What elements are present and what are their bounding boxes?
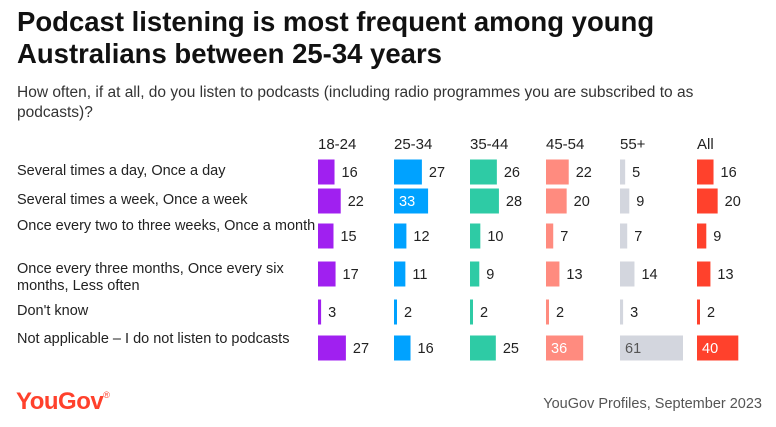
- value-label-s6-r4: 13: [717, 267, 733, 283]
- bar-s6-r3: [697, 223, 707, 249]
- bar-s3-r6: [470, 335, 496, 361]
- column-header-3: 35-44: [470, 136, 509, 153]
- value-label-s5-r4: 14: [641, 267, 657, 283]
- bar-s4-r4: [546, 261, 560, 287]
- bar-s1-r3: [318, 223, 334, 249]
- value-label-s3-r2: 28: [506, 194, 522, 210]
- value-label-s3-r5: 2: [480, 305, 488, 321]
- value-label-s1-r1: 16: [342, 165, 358, 181]
- bar-s1-r2: [318, 188, 341, 214]
- bar-s4-r2: [546, 188, 567, 214]
- yougov-logo: YouGov®: [16, 388, 110, 416]
- column-header-5: 55+: [620, 136, 646, 153]
- logo-text: YouGov: [16, 388, 104, 415]
- row-label-2: Several times a week, Once a week: [17, 192, 248, 208]
- bar-s5-r3: [620, 223, 628, 249]
- value-label-s2-r2: 33: [399, 194, 415, 210]
- row-label-5: Don't know: [17, 303, 89, 319]
- value-label-s2-r1: 27: [429, 165, 445, 181]
- bar-s2-r5: [394, 299, 397, 325]
- column-header-1: 18-24: [318, 136, 357, 153]
- value-label-s6-r3: 9: [713, 229, 721, 245]
- value-label-s3-r1: 26: [504, 165, 520, 181]
- value-label-s4-r3: 7: [560, 229, 568, 245]
- bar-s3-r4: [470, 261, 480, 287]
- value-label-s4-r1: 22: [576, 165, 592, 181]
- value-label-s1-r3: 15: [340, 229, 356, 245]
- bar-s2-r6: [394, 335, 411, 361]
- bar-s5-r2: [620, 188, 630, 214]
- value-label-s4-r5: 2: [556, 305, 564, 321]
- bar-s4-r1: [546, 159, 569, 185]
- bar-s6-r2: [697, 188, 718, 214]
- value-label-s2-r5: 2: [404, 305, 412, 321]
- value-label-s6-r5: 2: [707, 305, 715, 321]
- bar-s1-r1: [318, 159, 335, 185]
- value-label-s3-r6: 25: [503, 341, 519, 357]
- bar-s6-r4: [697, 261, 711, 287]
- value-label-s3-r4: 9: [486, 267, 494, 283]
- chart-title: Podcast listening is most frequent among…: [17, 6, 655, 69]
- bar-s6-r1: [697, 159, 714, 185]
- bar-s1-r5: [318, 299, 322, 325]
- value-label-s5-r3: 7: [634, 229, 642, 245]
- column-header-2: 25-34: [394, 136, 433, 153]
- value-label-s6-r6: 40: [702, 341, 718, 357]
- value-label-s4-r6: 36: [551, 341, 567, 357]
- value-label-s6-r1: 16: [721, 165, 737, 181]
- bar-s4-r5: [546, 299, 549, 325]
- bar-s2-r3: [394, 223, 407, 249]
- bar-s2-r1: [394, 159, 422, 185]
- row-label-3: Once every two to three weeks, Once a mo…: [17, 218, 316, 234]
- value-label-s5-r2: 9: [636, 194, 644, 210]
- row-label-1: Several times a day, Once a day: [17, 163, 226, 179]
- value-label-s3-r3: 10: [487, 229, 503, 245]
- bar-s5-r6: [620, 335, 683, 361]
- row-label-6: Not applicable – I do not listen to podc…: [17, 331, 290, 347]
- value-label-s1-r5: 3: [328, 305, 336, 321]
- value-label-s2-r4: 11: [412, 267, 427, 283]
- source-note: YouGov Profiles, September 2023: [543, 396, 762, 412]
- bar-s2-r2: [394, 188, 429, 214]
- bar-s3-r1: [470, 159, 497, 185]
- value-label-s5-r6: 61: [625, 341, 641, 357]
- chart-subtitle: How often, if at all, do you listen to p…: [17, 84, 694, 121]
- column-header-4: 45-54: [546, 136, 585, 153]
- logo-registered-mark: ®: [103, 390, 110, 400]
- bar-s1-r6: [318, 335, 346, 361]
- bar-s5-r4: [620, 261, 635, 287]
- value-label-s5-r1: 5: [632, 165, 640, 181]
- bar-s5-r5: [620, 299, 624, 325]
- value-label-s4-r4: 13: [566, 267, 582, 283]
- column-header-6: All: [697, 136, 714, 153]
- value-label-s4-r2: 20: [574, 194, 590, 210]
- bar-s4-r3: [546, 223, 554, 249]
- value-label-s1-r2: 22: [348, 194, 364, 210]
- bar-s3-r3: [470, 223, 481, 249]
- bar-s1-r4: [318, 261, 336, 287]
- bar-s4-r6: [546, 335, 584, 361]
- row-label-4: Once every three months, Once every six …: [17, 261, 284, 294]
- bar-s5-r1: [620, 159, 626, 185]
- bar-s3-r5: [470, 299, 473, 325]
- bar-s3-r2: [470, 188, 499, 214]
- value-label-s5-r5: 3: [630, 305, 638, 321]
- value-label-s1-r4: 17: [343, 267, 359, 283]
- value-label-s1-r6: 27: [353, 341, 369, 357]
- bar-s2-r4: [394, 261, 406, 287]
- value-label-s6-r2: 20: [725, 194, 741, 210]
- value-label-s2-r6: 16: [418, 341, 434, 357]
- value-label-s2-r3: 12: [413, 229, 429, 245]
- bar-s6-r5: [697, 299, 700, 325]
- bar-s6-r6: [697, 335, 739, 361]
